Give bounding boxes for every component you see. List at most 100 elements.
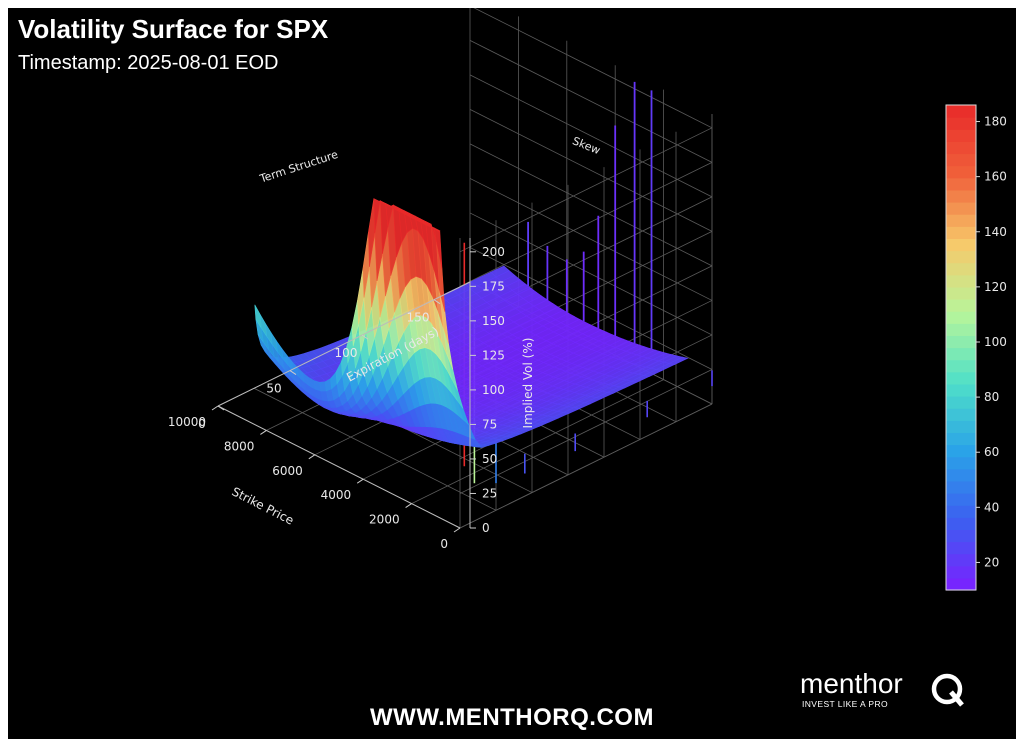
x-tick-label: 6000: [272, 464, 303, 478]
colorbar-tick-label: 80: [984, 390, 999, 404]
colorbar-step: [946, 274, 976, 288]
z-tick-label: 100: [482, 383, 505, 397]
colorbar-step: [946, 153, 976, 167]
grid-line: [469, 39, 713, 163]
menthorq-q-logo-icon: [931, 673, 964, 707]
surface-patch: [432, 227, 441, 232]
colorbar-step: [946, 565, 976, 579]
z-tick-label: 150: [482, 314, 505, 328]
colorbar-step: [946, 299, 976, 312]
z-tick-label: 200: [482, 245, 505, 259]
x-tick-label: 4000: [321, 488, 352, 502]
colorbar-step: [946, 117, 976, 130]
x-tick: [356, 478, 364, 484]
grid-line: [459, 403, 713, 529]
skew-title: Skew: [571, 134, 603, 157]
colorbar-tick-label: 20: [984, 555, 999, 569]
y-tick-label: 100: [335, 346, 358, 360]
colorbar-step: [946, 553, 976, 567]
colorbar-step: [946, 505, 976, 518]
brand-name: menthor: [800, 668, 903, 699]
x-axis-label: Strike Price: [230, 485, 297, 528]
grid-line: [459, 127, 713, 253]
grid-line: [253, 387, 497, 511]
colorbar-step: [946, 480, 976, 494]
colorbar-tick-label: 40: [984, 500, 999, 514]
colorbar-step: [946, 541, 976, 555]
colorbar-step: [946, 250, 976, 264]
colorbar-step: [946, 359, 976, 373]
colorbar-step: [946, 347, 976, 361]
colorbar-border: [945, 104, 977, 591]
z-tick-label: 125: [482, 348, 505, 362]
colorbar-step: [946, 493, 976, 506]
y-tick-label: 0: [198, 417, 206, 431]
colorbar-step: [946, 468, 976, 482]
colorbar-step: [946, 141, 976, 155]
z-tick-label: 0: [482, 521, 490, 535]
colorbar-step: [946, 189, 976, 203]
y-tick: [289, 370, 297, 375]
grid-line: [473, 8, 713, 129]
colorbar-tick-label: 120: [984, 280, 1007, 294]
y-tick: [433, 299, 441, 305]
colorbar-step: [946, 165, 976, 179]
term-structure-title: Term Structure: [257, 148, 340, 186]
colorbar-tick-label: 180: [984, 115, 1007, 129]
y-tick: [361, 334, 369, 340]
colorbar-step: [946, 323, 976, 336]
grid-line: [469, 247, 713, 370]
y-tick-label: 150: [407, 311, 430, 325]
z-tick-label: 50: [482, 452, 497, 466]
panel-layer: [463, 81, 713, 484]
colorbar-step: [946, 238, 976, 252]
chart-title: Volatility Surface for SPX: [18, 14, 329, 44]
grid-line: [469, 212, 713, 336]
colorbar-step: [946, 396, 976, 409]
grid-line: [411, 379, 664, 504]
colorbar-step: [946, 456, 976, 470]
colorbar: 20 40 60 80 100 120 140 160 180: [945, 104, 1007, 591]
y-tick-label: 50: [266, 382, 281, 396]
grid-line: [469, 109, 713, 232]
x-tick-label: 2000: [369, 513, 400, 527]
chart-subtitle: Timestamp: 2025-08-01 EOD: [18, 52, 279, 74]
colorbar-step: [946, 129, 976, 142]
colorbar-tick-label: 60: [984, 445, 999, 459]
colorbar-step: [946, 311, 976, 324]
website-url[interactable]: WWW.MENTHORQ.COM: [370, 704, 654, 731]
y-axis-line: [217, 281, 471, 407]
colorbar-step: [946, 383, 976, 397]
x-tick-label: 8000: [224, 439, 255, 453]
grid-line: [459, 369, 713, 494]
colorbar-step: [946, 420, 976, 433]
colorbar-step: [946, 517, 976, 530]
x-tick: [405, 503, 412, 509]
z-axis-label: Implied Vol (%): [521, 338, 535, 429]
x-tick: [453, 527, 461, 533]
grid-line: [469, 143, 713, 267]
x-tick-label: 0: [440, 537, 448, 551]
brand-tagline: INVEST LIKE A PRO: [802, 699, 889, 709]
x-tick: [308, 454, 316, 460]
colorbar-step: [946, 371, 976, 385]
chart-frame: 0 2000 4000 6000 8000 10000 Strike Price 0 50 100…: [8, 8, 1016, 739]
x-tick-label: 10000: [168, 415, 206, 429]
colorbar-step: [946, 262, 976, 276]
colorbar-step: [946, 408, 976, 421]
colorbar-tick-label: 160: [984, 170, 1007, 184]
colorbar-step: [946, 177, 976, 191]
colorbar-step: [946, 286, 976, 300]
colorbar-step: [946, 105, 976, 118]
z-tick-label: 75: [482, 417, 497, 431]
colorbar-step: [946, 529, 976, 543]
x-tick: [211, 405, 219, 411]
z-tick-label: 175: [482, 279, 505, 293]
grid-line: [459, 161, 713, 287]
surface-layer: [254, 198, 689, 448]
colorbar-step: [946, 214, 976, 227]
grid-line: [469, 178, 713, 301]
x-tick: [260, 429, 267, 435]
x-axis-line: [217, 405, 461, 529]
